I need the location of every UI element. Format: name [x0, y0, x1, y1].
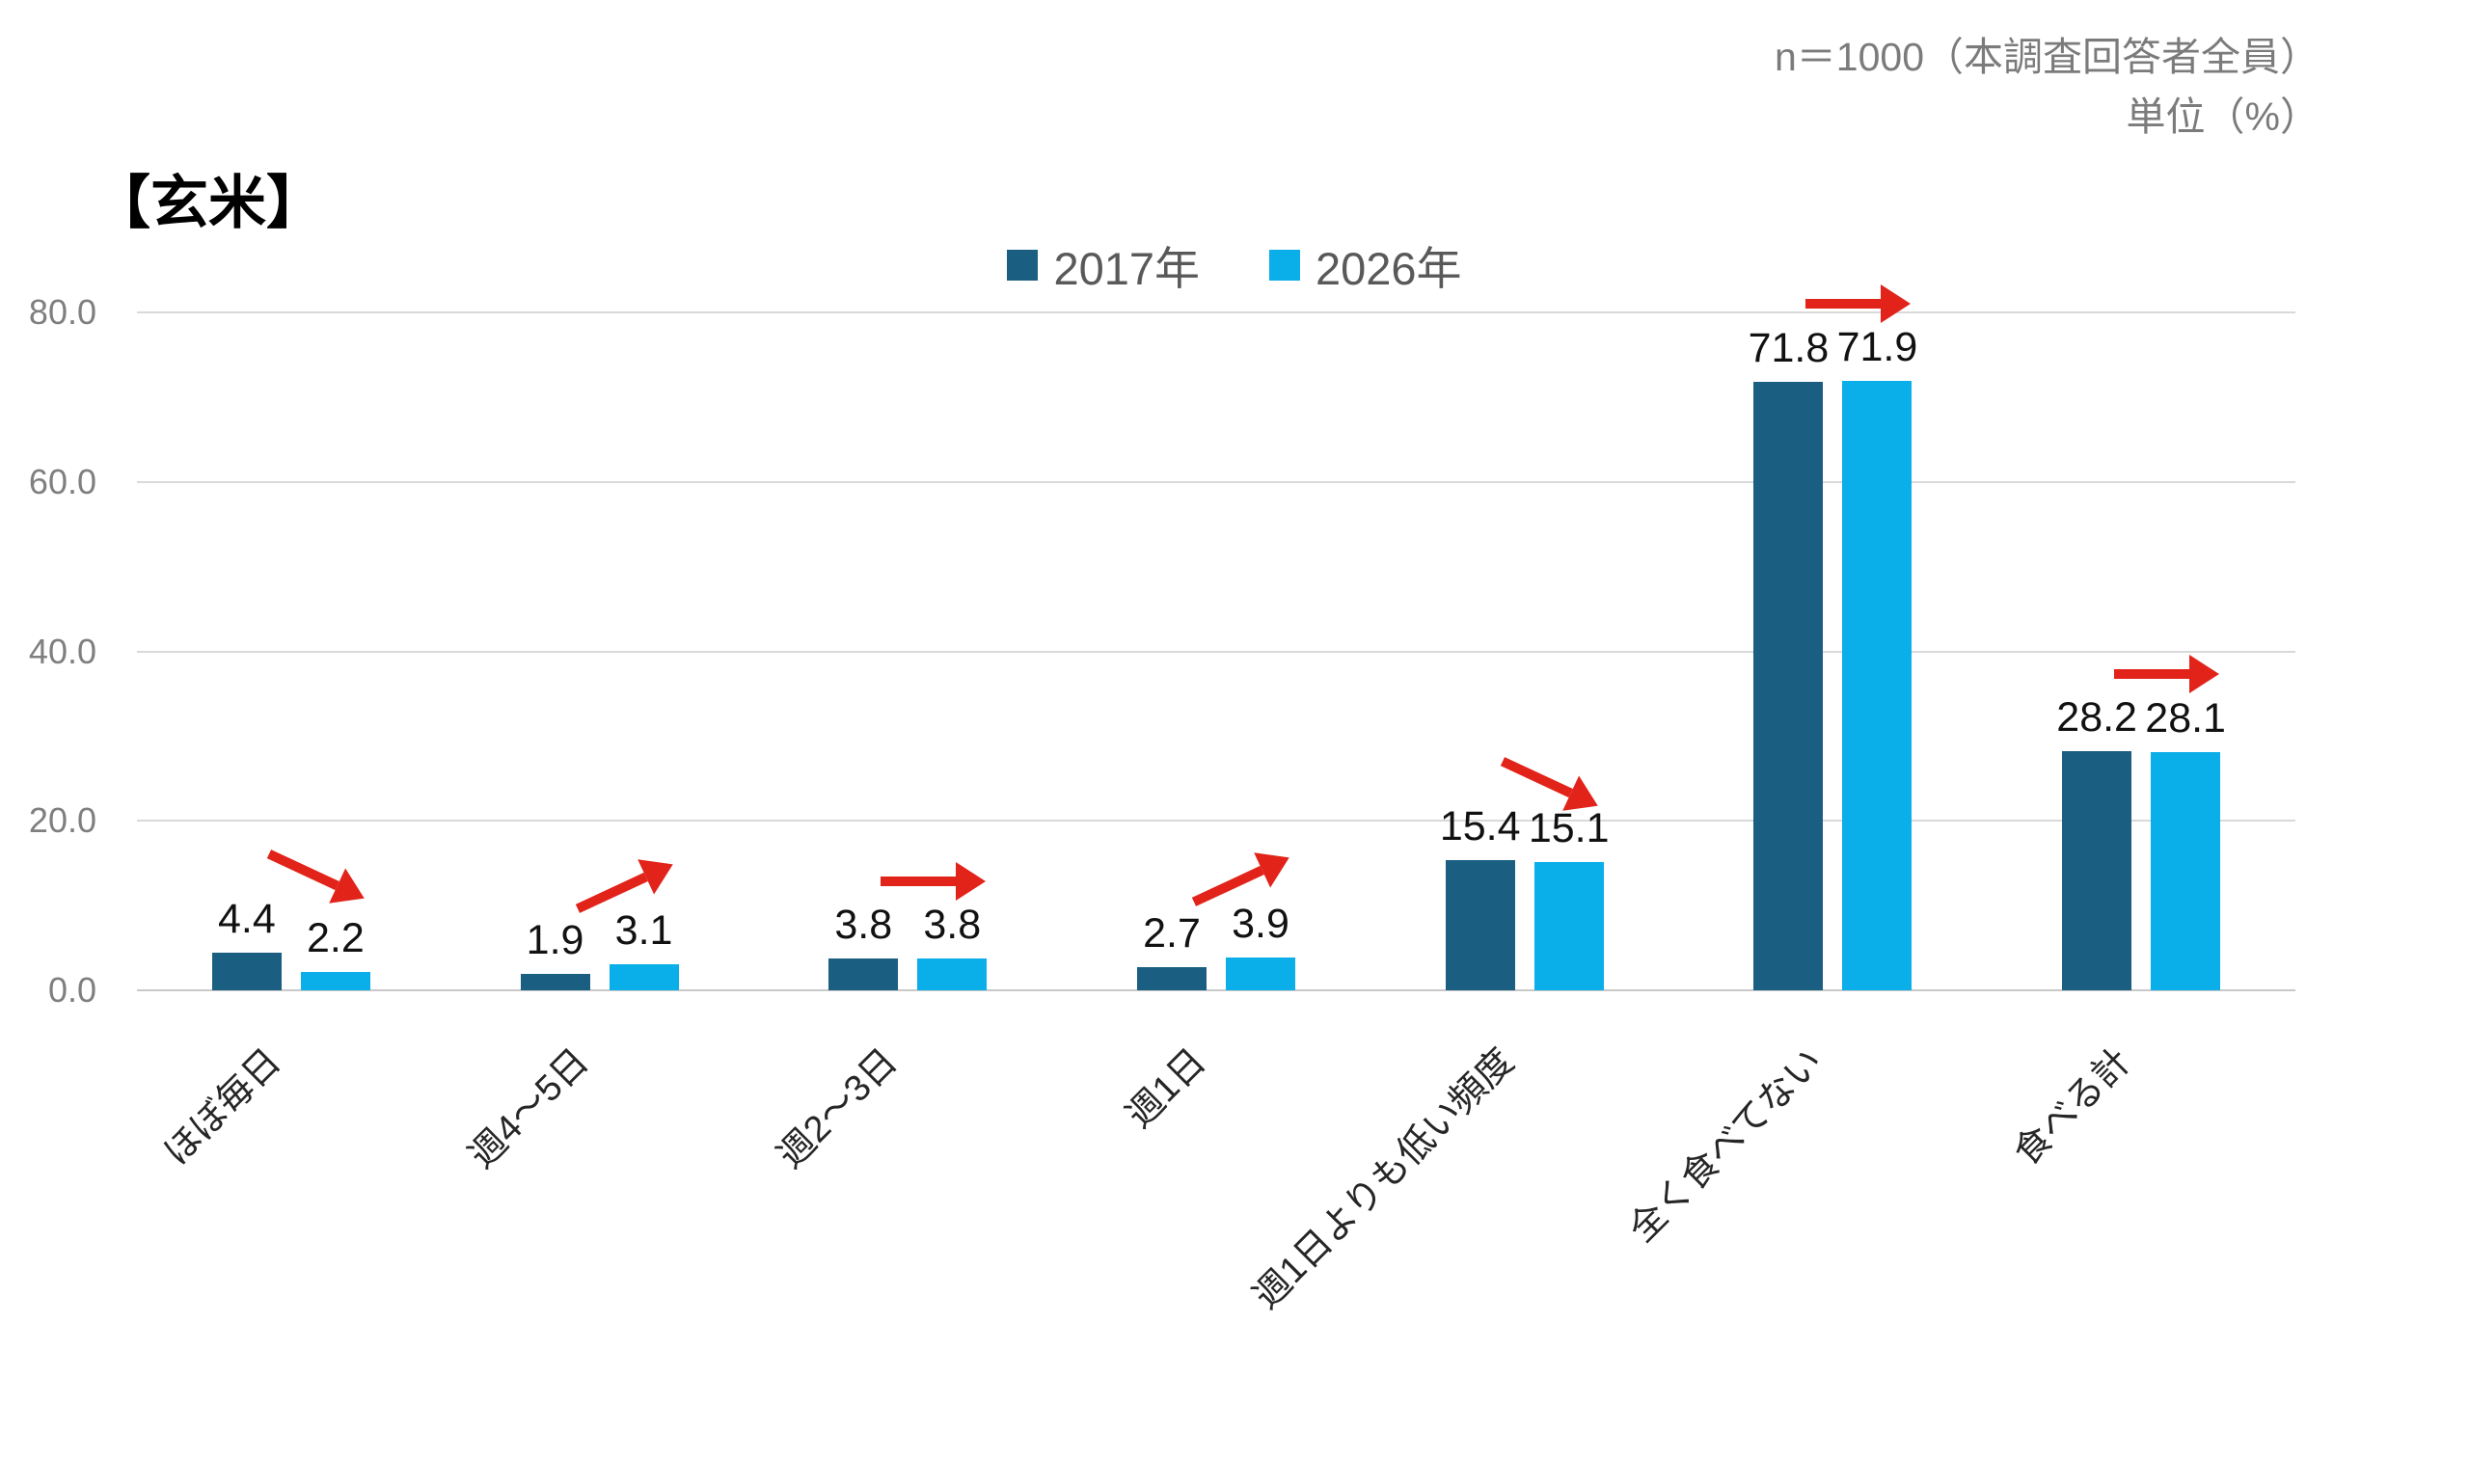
bar-value-label: 71.9	[1836, 324, 1918, 371]
bar-2017年	[2062, 751, 2132, 990]
y-tick-label: 60.0	[28, 461, 96, 501]
legend: 2017年 2026年	[0, 231, 2469, 298]
bar-2017年	[1753, 382, 1824, 990]
trend-arrow-flat-icon	[1800, 273, 1913, 335]
legend-label-2017: 2017年	[1053, 243, 1200, 294]
y-tick-label: 40.0	[28, 631, 96, 671]
trend-arrow-up-icon	[559, 835, 689, 939]
legend-swatch-2017-icon	[1007, 249, 1039, 281]
chart-title: 【玄米】	[93, 171, 324, 235]
legend-swatch-2026-icon	[1269, 249, 1300, 281]
bar-value-label: 2.2	[306, 914, 365, 961]
bar-2017年	[520, 974, 590, 990]
legend-item-2026: 2026年	[1269, 231, 1462, 298]
bar-value-label: 3.8	[923, 901, 982, 948]
x-axis-label: 週1日	[1119, 1040, 1214, 1137]
bar-value-label: 15.4	[1439, 802, 1521, 850]
unit-line: 単位（%）	[2126, 94, 2320, 139]
bar-2017年	[1445, 859, 1515, 990]
legend-label-2026: 2026年	[1316, 243, 1462, 294]
bar-value-label: 3.8	[834, 901, 893, 948]
bar-2026年	[1533, 862, 1604, 990]
gridline	[137, 480, 2295, 483]
x-axis-label: 食べる計	[2006, 1040, 2139, 1174]
y-tick-label: 0.0	[47, 970, 96, 1010]
trend-arrow-up-icon	[1176, 828, 1305, 932]
bar-value-label: 3.1	[614, 906, 673, 954]
gridline	[137, 650, 2295, 653]
x-axis-label: 全く食べてない	[1621, 1040, 1831, 1251]
bar-value-label: 3.9	[1232, 900, 1289, 947]
trend-arrow-down-icon	[251, 823, 380, 928]
bar-value-label: 4.4	[217, 896, 276, 943]
gridline	[137, 989, 2295, 991]
bar-2026年	[2151, 752, 2221, 990]
sample-size-line: n＝1000（本調査回答者全員）	[1774, 35, 2320, 79]
bar-2017年	[828, 958, 899, 990]
bar-2026年	[609, 963, 679, 990]
x-axis-label: 週1日よりも低い頻度	[1246, 1040, 1523, 1317]
x-axis-label: 週2～3日	[770, 1040, 906, 1176]
bar-2026年	[1842, 381, 1913, 990]
bar-value-label: 28.1	[2145, 695, 2226, 742]
bar-value-label: 1.9	[526, 917, 584, 964]
bar-value-label: 15.1	[1528, 805, 1610, 852]
bar-value-label: 2.7	[1143, 910, 1201, 958]
trend-arrow-flat-icon	[2108, 643, 2222, 705]
sample-size-note: n＝1000（本調査回答者全員） 単位（%）	[1775, 27, 2320, 147]
bar-2017年	[1137, 967, 1207, 990]
bar-2026年	[1226, 957, 1295, 990]
bar-value-label: 71.8	[1748, 325, 1830, 372]
x-axis-label: ほぼ毎日	[156, 1040, 289, 1174]
bar-2017年	[211, 953, 282, 990]
legend-item-2017: 2017年	[1007, 231, 1200, 298]
bar-value-label: 28.2	[2056, 694, 2137, 742]
y-tick-label: 80.0	[28, 292, 96, 332]
trend-arrow-flat-icon	[875, 850, 989, 912]
bar-2026年	[300, 971, 370, 990]
gridline	[137, 820, 2295, 823]
trend-arrow-down-icon	[1484, 731, 1614, 835]
gridline	[137, 311, 2295, 313]
y-tick-label: 20.0	[28, 800, 96, 841]
x-axis-label: 週4～5日	[461, 1040, 598, 1176]
bar-2026年	[917, 958, 988, 990]
